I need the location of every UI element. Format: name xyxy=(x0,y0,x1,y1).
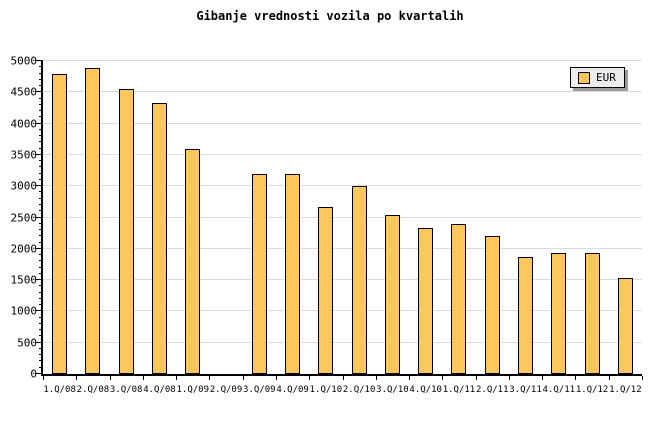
x-axis-tick xyxy=(242,376,244,380)
x-axis-tick xyxy=(142,376,144,380)
bar-1.Q/10 xyxy=(318,207,334,374)
bar-1.Q/12 xyxy=(584,252,600,374)
x-axis-line xyxy=(41,374,642,376)
legend-swatch-eur xyxy=(578,71,590,84)
gridline-1000 xyxy=(43,310,642,312)
x-axis-tick xyxy=(375,376,377,380)
bar-1.Q/08 xyxy=(52,73,68,374)
x-axis-tick-label: 1.Q/12 xyxy=(575,385,609,395)
x-axis-tick xyxy=(608,376,610,380)
y-major-tick-3000 xyxy=(36,185,43,187)
x-axis-tick xyxy=(109,376,111,380)
y-major-tick-500 xyxy=(36,341,43,343)
y-major-tick-1000 xyxy=(36,310,43,312)
gridline-3000 xyxy=(43,185,642,187)
legend-label-eur: EUR xyxy=(596,71,616,84)
x-axis-tick-label: 4.Q/11 xyxy=(542,385,576,395)
bar-1.Q/12 xyxy=(617,278,633,374)
gridline-1500 xyxy=(43,279,642,281)
x-axis-tick-label: 2.Q/08 xyxy=(76,385,110,395)
y-axis-tick-label: 0 xyxy=(30,367,37,381)
x-axis-tick-label: 4.Q/10 xyxy=(409,385,442,395)
bar-4.Q/09 xyxy=(285,173,301,374)
x-axis-tick-label: 3.Q/08 xyxy=(109,385,143,395)
x-axis-tick xyxy=(508,376,510,380)
x-axis-tick-label: 4.Q/09 xyxy=(276,385,309,395)
x-axis-tick-label: 3.Q/10 xyxy=(376,385,409,395)
bar-3.Q/09 xyxy=(251,173,267,374)
bar-3.Q/11 xyxy=(518,256,534,374)
gridline-5000 xyxy=(43,60,642,61)
x-axis-tick-label: 3.Q/11 xyxy=(509,385,542,395)
gridline-3500 xyxy=(43,153,642,155)
gridline-2500 xyxy=(43,216,642,218)
x-axis-tick xyxy=(542,376,544,380)
gridline-4500 xyxy=(43,91,642,93)
y-axis-tick-label: 5000 xyxy=(10,54,38,68)
bar-2.Q/08 xyxy=(85,67,101,374)
y-major-tick-0 xyxy=(36,373,43,374)
x-axis-tick-label: 3.Q/09 xyxy=(243,385,276,395)
x-axis-tick xyxy=(176,376,178,380)
x-axis-tick-label: 1.Q/11 xyxy=(442,385,476,395)
y-major-tick-5000 xyxy=(36,60,43,61)
x-axis-tick xyxy=(475,376,477,380)
y-major-tick-2000 xyxy=(36,247,43,249)
y-axis-line xyxy=(41,61,43,376)
y-axis-tick-label: 1500 xyxy=(10,273,38,287)
x-axis-tick xyxy=(342,376,344,380)
x-axis-tick-label: 1.Q/12 xyxy=(609,385,642,395)
x-axis-tick-label: 1.Q/10 xyxy=(309,385,343,395)
gridline-2000 xyxy=(43,247,642,249)
x-axis-tick xyxy=(575,376,577,380)
x-axis-tick-label: 1.Q/08 xyxy=(43,385,76,395)
gridline-4000 xyxy=(43,122,642,124)
bar-2.Q/11 xyxy=(484,235,500,374)
y-axis-tick-label: 2000 xyxy=(10,242,38,256)
bar-4.Q/11 xyxy=(551,252,567,374)
y-axis-tick-label: 1000 xyxy=(10,304,38,318)
x-axis-tick xyxy=(309,376,311,380)
y-major-tick-4000 xyxy=(36,122,43,124)
legend: EUR xyxy=(570,67,625,88)
x-axis-tick xyxy=(409,376,411,380)
x-axis-tick xyxy=(209,376,211,380)
bar-2.Q/10 xyxy=(351,185,367,374)
x-axis-tick xyxy=(642,376,643,380)
y-axis-tick-label: 4000 xyxy=(10,117,38,131)
y-axis-tick-label: 4500 xyxy=(10,85,38,99)
bar-3.Q/10 xyxy=(384,214,400,374)
bar-4.Q/08 xyxy=(151,102,167,374)
x-axis-tick xyxy=(442,376,444,380)
y-major-tick-1500 xyxy=(36,279,43,281)
x-axis-tick xyxy=(76,376,78,380)
chart-title: Gibanje vrednosti vozila po kvartalih xyxy=(196,9,464,23)
bar-1.Q/11 xyxy=(451,223,467,374)
bar-4.Q/10 xyxy=(418,228,434,374)
x-axis-tick-label: 2.Q/09 xyxy=(209,385,243,395)
x-axis-tick-label: 1.Q/09 xyxy=(176,385,210,395)
y-major-tick-3500 xyxy=(36,153,43,155)
gridline-500 xyxy=(43,341,642,343)
x-axis-tick xyxy=(275,376,277,380)
x-axis-tick xyxy=(43,376,44,380)
x-axis-tick-label: 4.Q/08 xyxy=(143,385,176,395)
y-axis-tick-label: 3500 xyxy=(10,148,38,162)
y-axis-tick-label: 2500 xyxy=(10,211,38,224)
bar-1.Q/09 xyxy=(185,148,201,374)
y-axis-tick-label: 500 xyxy=(17,336,37,350)
bar-3.Q/08 xyxy=(118,89,134,374)
y-major-tick-2500 xyxy=(36,216,43,218)
y-axis-tick-label: 3000 xyxy=(10,179,38,193)
y-major-tick-4500 xyxy=(36,91,43,93)
x-axis-tick-label: 2.Q/11 xyxy=(475,385,509,395)
x-axis-tick-label: 2.Q/10 xyxy=(342,385,376,395)
